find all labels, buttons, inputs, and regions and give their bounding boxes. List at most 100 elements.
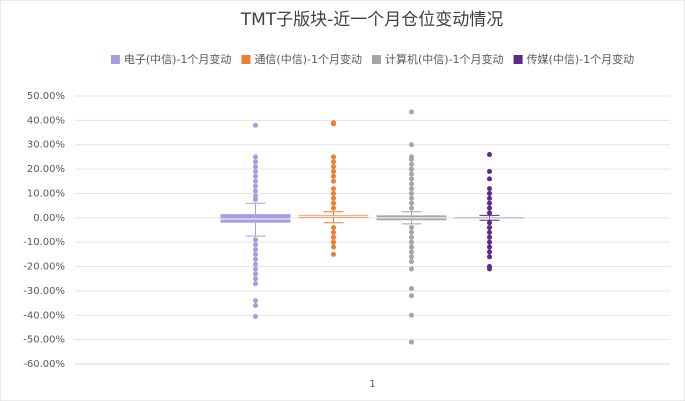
outlier [331,159,336,165]
outlier [487,176,492,182]
outlier [331,195,336,201]
outlier [331,229,336,235]
outlier [409,190,414,196]
y-tick-label: -50.00% [23,335,65,346]
x-tick-label: 1 [369,379,375,390]
outlier [409,181,414,187]
outlier [487,225,492,231]
outlier [331,164,336,170]
outlier [487,151,492,157]
outlier [487,200,492,206]
outlier [409,171,414,177]
outlier [409,166,414,172]
y-tick-label: -10.00% [23,237,65,248]
outlier [409,161,414,167]
outlier [487,266,492,272]
outlier [487,239,492,245]
outlier [253,159,258,165]
outlier [331,169,336,175]
outlier [331,178,336,184]
outlier [409,239,414,245]
outlier [331,200,336,206]
outlier [409,200,414,206]
outlier [331,239,336,245]
legend-label: 计算机(中信)-1个月变动 [385,52,504,66]
outlier [253,261,258,267]
legend-swatch [372,55,381,64]
outlier [331,190,336,196]
outlier [409,266,414,272]
legend-swatch [110,55,120,64]
outlier [253,164,258,170]
outlier [487,186,492,192]
outlier [409,195,414,201]
outlier [253,122,258,128]
y-tick-label: 30.00% [27,140,65,151]
outlier [331,186,336,192]
legend-label: 电子(中信)-1个月变动 [124,52,232,66]
outlier [253,251,258,257]
outlier [409,225,414,231]
y-tick-label: -30.00% [23,286,65,297]
outlier [253,178,258,184]
outlier [253,313,258,319]
outlier [253,188,258,194]
outlier [409,234,414,240]
outlier [331,234,336,240]
legend-swatch [513,55,523,64]
outlier [253,242,258,248]
outlier [331,251,336,257]
outlier [409,249,414,255]
outlier [409,259,414,265]
outlier [409,244,414,250]
outlier [409,186,414,192]
outlier [409,229,414,235]
box [220,214,291,223]
outlier [487,210,492,216]
outlier [253,256,258,262]
outlier [331,244,336,250]
outlier [331,225,336,231]
outlier [331,173,336,179]
y-tick-label: -60.00% [23,359,65,370]
outlier [409,312,414,318]
outlier [487,249,492,255]
outlier [253,303,258,309]
y-tick-label: 50.00% [27,91,65,102]
y-tick-label: 10.00% [27,188,65,199]
y-tick-label: 0.00% [33,213,65,224]
outlier [253,276,258,282]
outlier [409,109,414,115]
outlier [487,229,492,235]
outlier [253,271,258,277]
y-tick-label: -20.00% [23,262,65,273]
y-tick-label: 20.00% [27,164,65,175]
outlier [409,285,414,291]
outlier [253,154,258,160]
outlier [487,195,492,201]
outlier [409,339,414,345]
outlier [253,197,258,203]
outlier [253,173,258,179]
outlier [331,154,336,160]
outlier [409,205,414,211]
outlier [331,121,336,127]
outlier [253,246,258,252]
outlier [253,169,258,175]
outlier [409,254,414,260]
outlier [253,281,258,287]
y-tick-label: 40.00% [27,115,65,126]
outlier [409,156,414,162]
chart-title: TMT子版块-近一个月仓位变动情况 [240,10,504,30]
outlier [487,244,492,250]
outlier [253,266,258,272]
y-tick-label: -40.00% [23,310,65,321]
outlier [409,176,414,182]
outlier [487,205,492,211]
outlier [487,190,492,196]
outlier [487,220,492,226]
legend-label: 传媒(中信)-1个月变动 [527,52,635,66]
outlier [487,169,492,175]
